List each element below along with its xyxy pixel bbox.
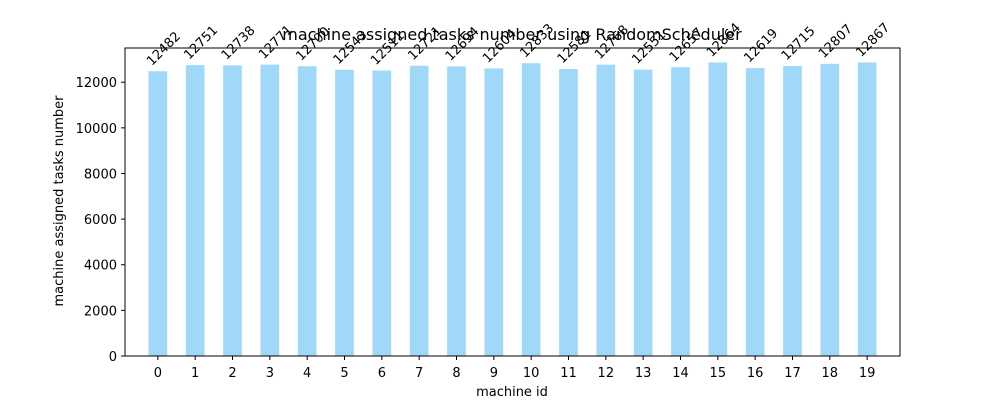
bar-machine-16 [745, 68, 765, 356]
bar-machine-0 [148, 71, 168, 357]
bar-machine-5 [335, 69, 354, 357]
bar-machine-1 [185, 65, 205, 357]
bar-machine-15 [708, 62, 728, 356]
x-axis-title: machine id [476, 385, 548, 400]
bar-machine-4 [297, 66, 317, 356]
x-tick-label: 0 [154, 366, 162, 381]
data-label: 12482 [144, 29, 184, 69]
bar-machine-18 [820, 63, 840, 356]
x-tick-label: 17 [784, 366, 801, 381]
bar-machine-11 [559, 68, 578, 357]
bar-machine-12 [596, 64, 616, 357]
bar-machine-9 [484, 68, 504, 356]
bar-machine-3 [260, 64, 280, 356]
x-tick-label: 4 [303, 366, 311, 381]
x-axis: 0 1 2 3 4 5 6 7 8 9 10 11 12 13 14 15 16 17 18 19 [154, 356, 876, 381]
x-tick-label: 11 [560, 366, 577, 381]
data-label: 12619 [741, 26, 781, 66]
bar-machine-17 [783, 65, 802, 356]
y-tick-label: 8000 [84, 167, 117, 182]
x-tick-label: 13 [635, 366, 652, 381]
y-axis: 0 2000 4000 6000 8000 10000 12000 [76, 76, 125, 365]
data-label: 12867 [853, 20, 893, 60]
x-tick-label: 18 [822, 366, 839, 381]
y-tick-label: 12000 [76, 76, 117, 91]
bar-machine-13 [633, 69, 653, 357]
data-label: 12751 [181, 23, 221, 63]
x-tick-label: 1 [191, 366, 199, 381]
x-tick-label: 8 [452, 366, 460, 381]
bar-machine-10 [521, 63, 541, 357]
x-tick-label: 14 [672, 366, 689, 381]
x-tick-label: 2 [228, 366, 236, 381]
x-tick-label: 15 [710, 366, 727, 381]
x-tick-label: 19 [859, 366, 876, 381]
bar-machine-19 [857, 62, 877, 357]
x-tick-label: 10 [523, 366, 540, 381]
plot-frame [124, 47, 901, 357]
x-tick-label: 9 [490, 366, 498, 381]
data-label: 12807 [816, 22, 856, 62]
bar-machine-8 [447, 66, 466, 357]
x-tick-label: 3 [266, 366, 274, 381]
chart-title: machine assigned tasks number using Rand… [282, 25, 742, 44]
bar-machine-2 [223, 65, 242, 356]
bar-machine-6 [372, 70, 392, 357]
bars-group [148, 62, 877, 357]
data-label: 12715 [779, 24, 819, 64]
x-tick-label: 16 [747, 366, 764, 381]
x-tick-label: 5 [340, 366, 348, 381]
y-tick-label: 4000 [84, 259, 117, 274]
x-tick-label: 12 [598, 366, 615, 381]
y-tick-label: 0 [109, 350, 117, 365]
y-tick-label: 10000 [76, 122, 117, 137]
data-label: 12738 [219, 23, 259, 63]
x-tick-label: 6 [378, 366, 386, 381]
bar-machine-14 [671, 67, 690, 357]
y-tick-label: 6000 [84, 213, 117, 228]
y-axis-title: machine assigned tasks number [52, 95, 67, 307]
y-tick-label: 2000 [84, 304, 117, 319]
x-tick-label: 7 [415, 366, 423, 381]
bar-machine-7 [409, 65, 429, 357]
